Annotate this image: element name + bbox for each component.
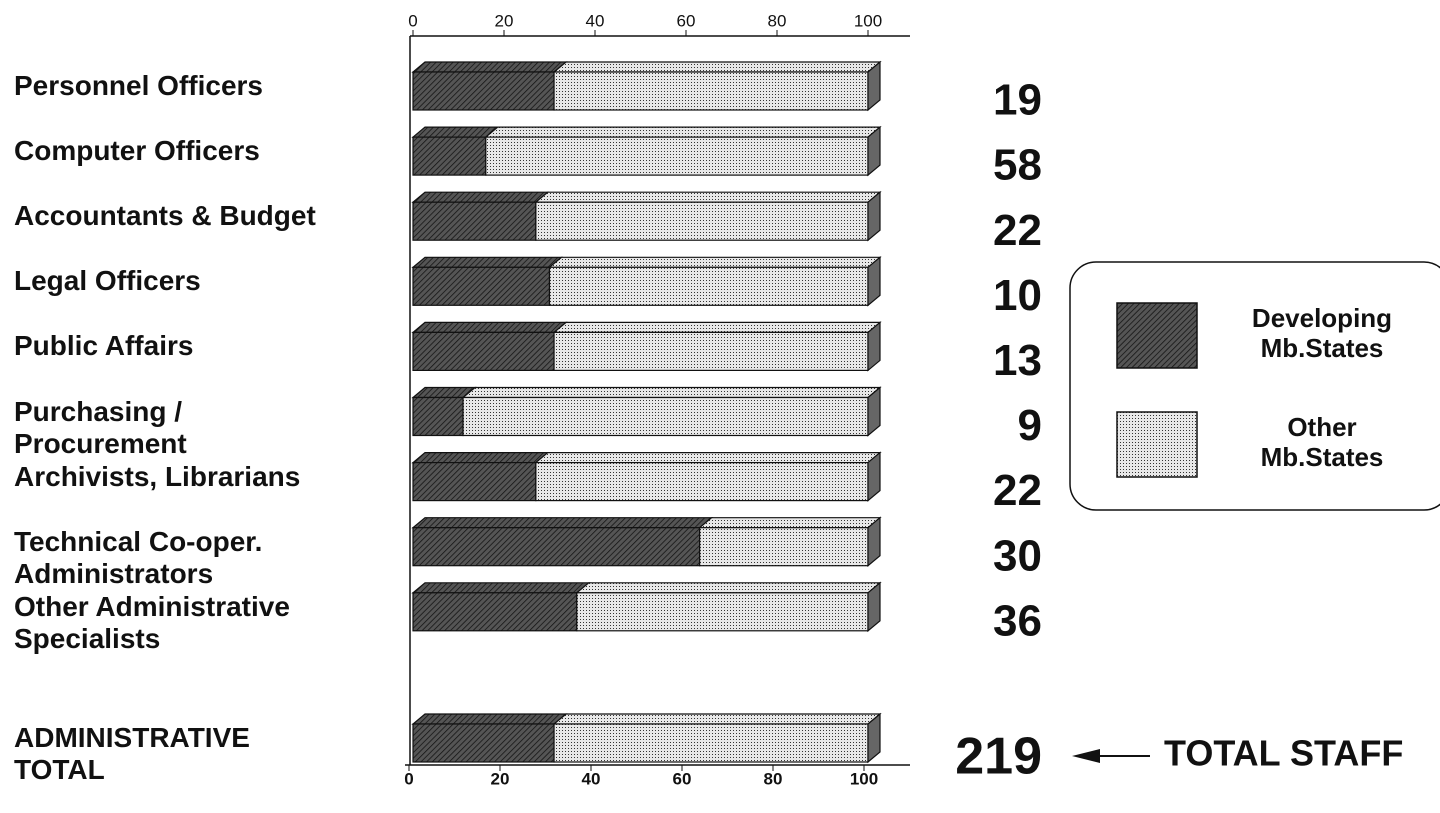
total-label: 219 — [955, 728, 1042, 786]
x-tick-label: 40 — [586, 11, 605, 30]
bar-top — [484, 126, 882, 138]
x-tick-label: 100 — [854, 11, 882, 30]
bar-end — [867, 581, 881, 633]
bar-top — [411, 517, 714, 529]
x-tick-label: 100 — [850, 769, 878, 788]
bar-top — [552, 321, 882, 333]
bar — [412, 592, 578, 632]
bar-top — [411, 126, 500, 138]
category-label: Accountants & Budget — [14, 200, 316, 232]
bar — [462, 396, 869, 437]
total-label: 22 — [993, 466, 1042, 515]
x-tick-label: 20 — [491, 769, 510, 788]
total-label: 13 — [993, 336, 1042, 385]
bar — [535, 462, 869, 502]
bar — [485, 136, 869, 176]
bar-top — [534, 191, 882, 203]
bar — [412, 136, 487, 176]
legend-swatch — [1116, 302, 1198, 369]
legend-label: Developing Mb.States — [1252, 303, 1392, 363]
bar-top — [547, 256, 882, 268]
bar-end — [867, 321, 881, 372]
category-label: Other Administrative Specialists — [14, 590, 290, 654]
bar-top — [411, 191, 550, 203]
category-label: Purchasing / Procurement — [14, 395, 187, 459]
legend-label-line: Mb.States — [1261, 333, 1384, 363]
bar-top — [411, 256, 564, 268]
bar — [553, 331, 869, 371]
bar-end — [867, 60, 881, 112]
bar — [412, 266, 551, 306]
bar-top — [411, 61, 568, 73]
bar — [535, 201, 869, 241]
total-label: 36 — [993, 596, 1042, 645]
bar-end — [867, 712, 881, 764]
category-label: Archivists, Librarians — [14, 460, 301, 492]
legend-label-line: Other — [1287, 412, 1356, 442]
arrow-head — [1072, 749, 1100, 763]
total-label: 30 — [993, 531, 1042, 580]
bar — [576, 592, 869, 632]
total-label: 58 — [993, 141, 1042, 190]
bar-end — [867, 125, 881, 177]
bar — [412, 462, 537, 502]
x-tick-label: 80 — [764, 769, 783, 788]
bar-top — [552, 61, 882, 73]
bar-end — [867, 386, 881, 437]
x-tick-label: 60 — [673, 769, 692, 788]
annotation: TOTAL STAFF — [1164, 733, 1403, 774]
bar-top — [411, 713, 568, 725]
x-tick-label: 20 — [495, 11, 514, 30]
bar — [548, 266, 869, 306]
legend-swatch — [1116, 411, 1198, 478]
bar-top — [534, 452, 882, 464]
bar-end — [867, 190, 881, 242]
bar-top — [411, 452, 550, 464]
bar-top — [552, 713, 882, 725]
bar — [412, 201, 537, 241]
bar — [412, 396, 464, 437]
bar — [412, 71, 555, 111]
category-label: Public Affairs — [14, 330, 194, 362]
total-label: 19 — [993, 76, 1042, 125]
bar-top — [575, 582, 882, 594]
bar — [412, 331, 555, 371]
category-label: Computer Officers — [14, 135, 260, 167]
bar — [412, 723, 555, 763]
total-label: 9 — [1018, 401, 1042, 450]
bar — [553, 723, 869, 763]
bar-end — [867, 516, 881, 567]
legend-label-line: Developing — [1252, 303, 1392, 333]
total-label: 10 — [993, 271, 1042, 320]
bar — [412, 527, 701, 567]
legend-label: Other Mb.States — [1261, 412, 1384, 472]
category-label: Legal Officers — [14, 265, 201, 297]
bar-end — [867, 256, 881, 307]
x-tick-label: 0 — [408, 11, 417, 30]
x-tick-label: 80 — [768, 11, 787, 30]
bar-top — [697, 517, 882, 529]
bar — [553, 71, 869, 111]
category-label: Technical Co-oper. Administrators — [14, 525, 263, 589]
total-label: 22 — [993, 206, 1042, 255]
bar — [699, 527, 869, 567]
x-tick-label: 40 — [582, 769, 601, 788]
category-label: ADMINISTRATIVE TOTAL — [14, 722, 250, 785]
bar-top — [411, 321, 568, 333]
bar-end — [867, 451, 881, 502]
x-tick-label: 60 — [677, 11, 696, 30]
bar-top — [411, 582, 591, 594]
legend-label-line: Mb.States — [1261, 442, 1384, 472]
bar-top — [461, 386, 882, 399]
x-tick-label: 0 — [404, 769, 413, 788]
category-label: Personnel Officers — [14, 70, 263, 101]
